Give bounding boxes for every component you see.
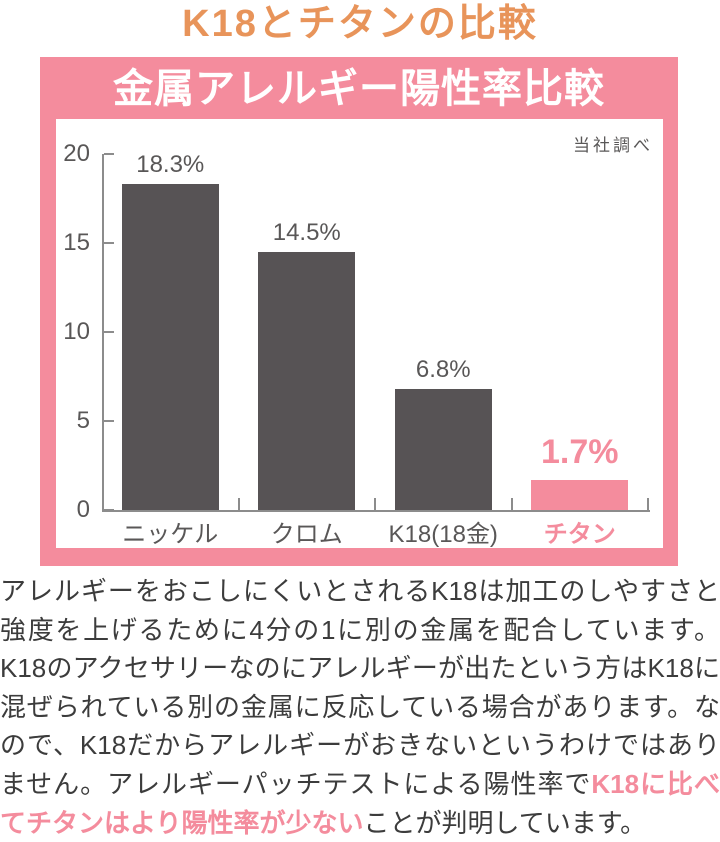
description-text: アレルギーをおこしにくいとされるK18は加工のしやすさと強度を上げるために4分の… — [0, 572, 720, 842]
value-label: 18.3% — [136, 151, 205, 179]
y-tick-mark — [104, 153, 114, 155]
page-title: K18とチタンの比較 — [182, 3, 538, 45]
x-tick-mark — [237, 498, 240, 510]
y-tick-mark — [104, 509, 114, 511]
category-label: K18(18金) — [388, 521, 498, 548]
source-note: 当社調べ — [573, 136, 653, 155]
chart-card: 金属アレルギー陽性率比較 当社調べ 0 5 10 15 20 18.3% ニッケル 14.5%… — [40, 57, 678, 566]
bar-K18(18金) — [394, 388, 492, 510]
y-tick-label: 0 — [76, 496, 90, 523]
y-tick-mark — [104, 331, 114, 333]
value-label: 14.5% — [272, 218, 341, 246]
bar-クロム — [258, 251, 356, 510]
x-tick-mark — [647, 498, 649, 510]
y-tick-label: 20 — [63, 140, 90, 167]
bar-チタン — [531, 479, 629, 510]
y-tick-label: 5 — [76, 407, 90, 434]
y-tick-label: 15 — [63, 229, 90, 256]
y-tick-mark — [104, 420, 114, 422]
bar-ニッケル — [121, 184, 219, 510]
bar-chart: 0 5 10 15 20 18.3% ニッケル 14.5% クロム 6.8% K18(18金) 1.7… — [56, 119, 663, 548]
category-label: クロム — [270, 521, 343, 548]
description-after: ことが判明しています。 — [363, 807, 647, 838]
y-tick-mark — [104, 242, 114, 244]
chart-panel: 当社調べ 0 5 10 15 20 18.3% ニッケル 14.5% クロム 6.8% K18(18… — [56, 119, 663, 548]
value-label: 6.8% — [415, 355, 471, 383]
description-before: アレルギーをおこしにくいとされるK18は加工のしやすさと強度を上げるために4分の… — [0, 576, 720, 799]
x-tick-mark — [510, 498, 513, 510]
chart-card-title: 金属アレルギー陽性率比較 — [113, 67, 605, 111]
category-label: チタン — [543, 521, 616, 548]
value-label: 1.7% — [541, 432, 619, 471]
x-tick-mark — [374, 498, 376, 510]
y-tick-label: 10 — [63, 318, 90, 345]
category-label: ニッケル — [122, 521, 219, 548]
y-axis-line — [102, 154, 104, 512]
x-axis-line — [102, 510, 650, 512]
